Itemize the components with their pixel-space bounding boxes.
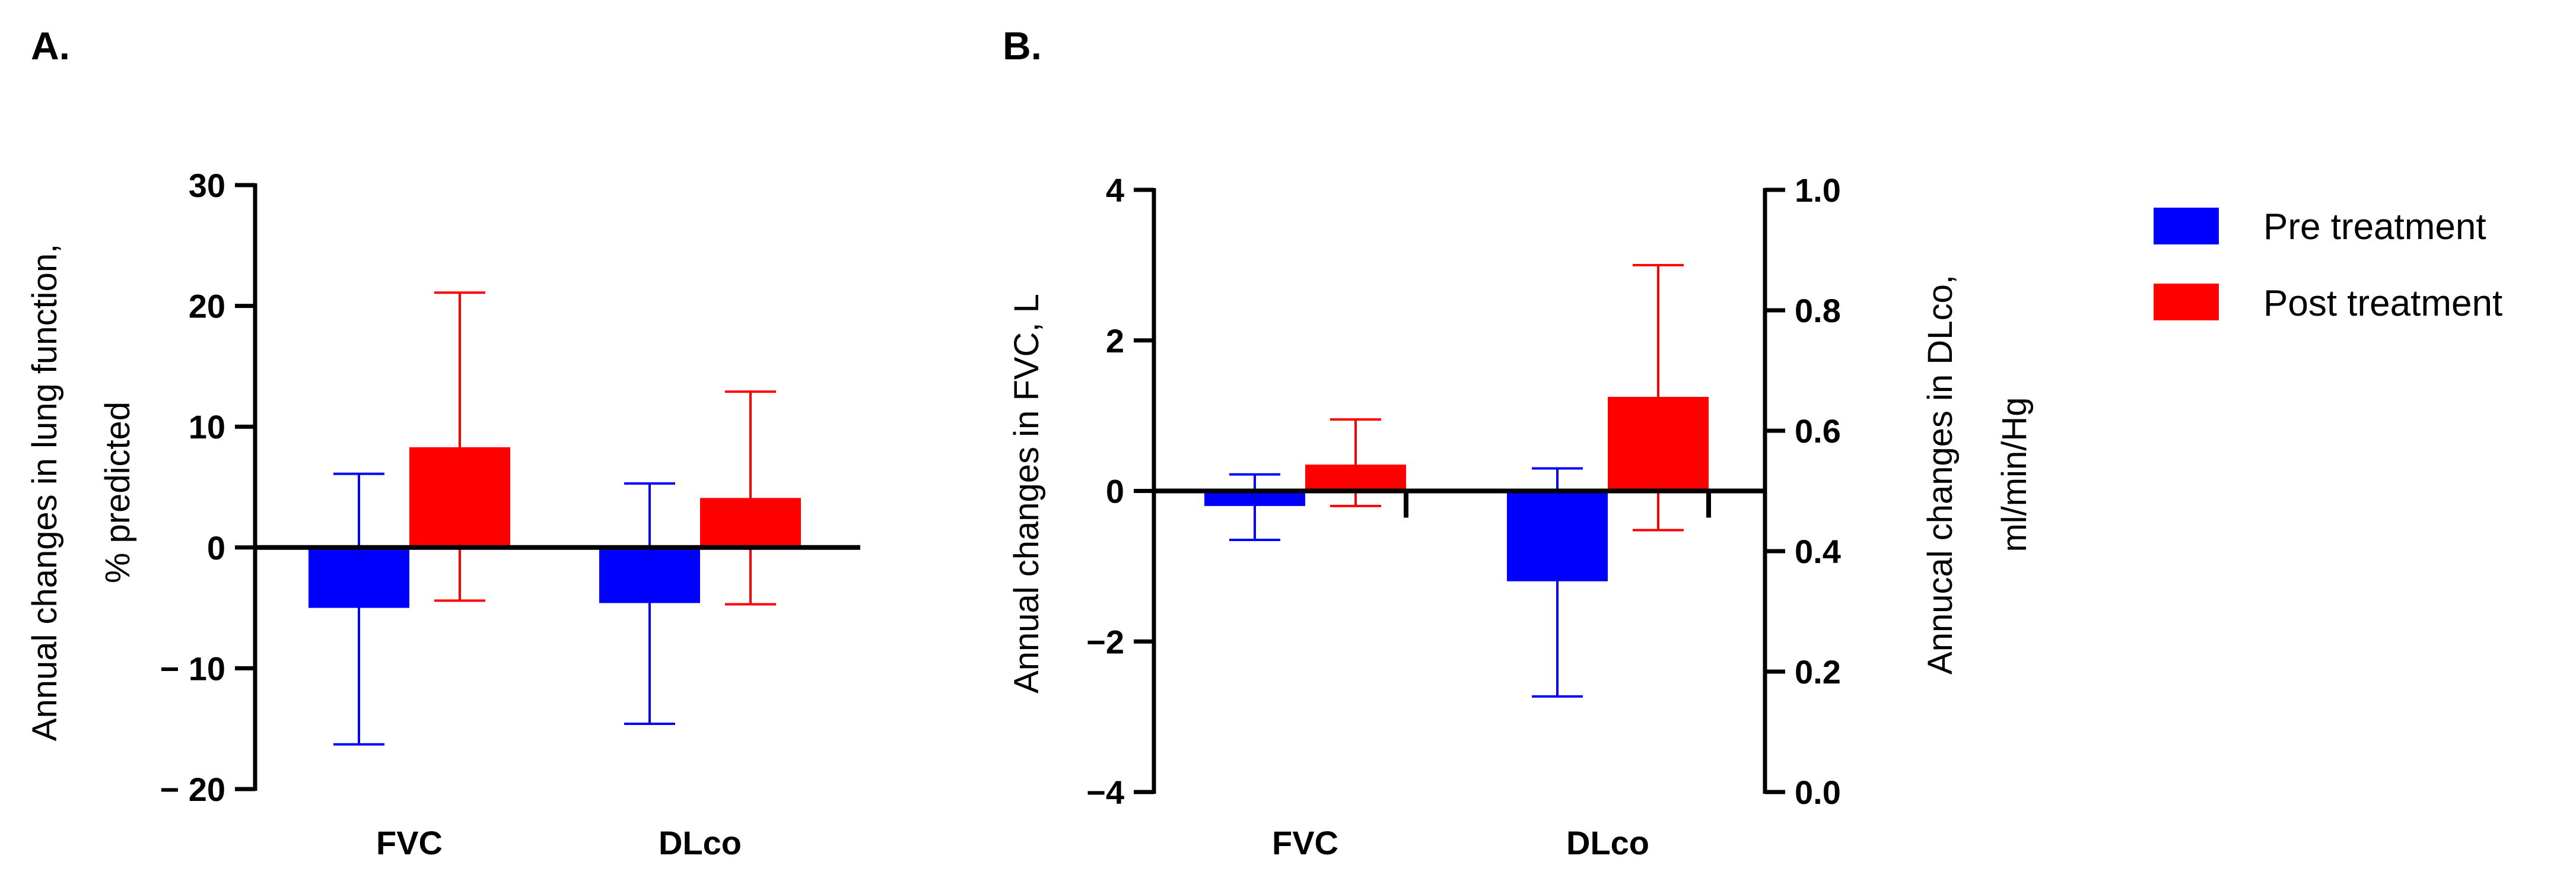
panel-b-ytick-label: −4 xyxy=(1086,774,1124,811)
panel-b-y2tick-label: 0.8 xyxy=(1795,292,1841,329)
panel-b-y2label-line2: ml/min/Hg xyxy=(1995,397,2034,552)
panel-b-errorbar-post-treatment-dlco xyxy=(1633,263,1684,532)
panel-a-errorbar-post-treatment-fvc xyxy=(434,291,485,602)
panel-a-ylabel-line1: Annual changes in lung function, xyxy=(26,244,64,741)
panel-a-ytick-label: 10 xyxy=(189,408,225,446)
panel-b-y2tick-label: 1.0 xyxy=(1795,171,1841,209)
legend: Pre treatment Post treatment xyxy=(2154,206,2502,324)
panel-b-ytick-label: 0 xyxy=(1106,473,1124,510)
panel-a-category-label: FVC xyxy=(376,824,443,861)
panel-b-chart: −4 −2 0 2 4 0.0 0.2 0.4 0.6 0.8 1.0 FVC DLco xyxy=(1086,171,1841,861)
panel-b-label: B. xyxy=(1003,24,1042,68)
panel-a-category-label: DLco xyxy=(659,824,742,861)
panel-a-ytick-label: 20 xyxy=(189,288,225,325)
panel-a-ytick-label: 0 xyxy=(207,529,225,567)
panel-b-errorbar-pre-treatment-dlco xyxy=(1532,467,1583,698)
panel-a-ylabel-line2: % predicted xyxy=(98,402,137,583)
panel-a-errorbar-post-treatment-dlco xyxy=(725,390,776,606)
panel-a-chart: − 20 − 10 0 10 20 30 FVC DLco xyxy=(160,167,860,861)
panel-a-ytick-label: − 10 xyxy=(160,650,225,687)
panel-b-y2tick-label: 0.6 xyxy=(1795,412,1841,450)
panel-b-ytick-label: −2 xyxy=(1086,623,1124,660)
panel-b-errorbar-pre-treatment-fvc xyxy=(1229,473,1280,541)
panel-a-errorbar-pre-treatment-fvc xyxy=(333,472,384,746)
panel-b-ytick-label: 4 xyxy=(1106,171,1124,209)
panel-b-y2tick-label: 0.2 xyxy=(1795,653,1841,691)
panel-a-ytick-label: − 20 xyxy=(160,771,225,808)
panel-b-category-label: DLco xyxy=(1566,824,1649,861)
legend-label-post: Post treatment xyxy=(2263,283,2502,324)
panel-a-errorbar-pre-treatment-dlco xyxy=(624,482,675,726)
panel-a-label: A. xyxy=(31,24,70,68)
panel-b-y2tick-label: 0.4 xyxy=(1795,533,1841,570)
panel-b-y2label-line1: Annucal changes in DLco, xyxy=(1921,275,1960,675)
panel-b-ylabel: Annual changes in FVC, L xyxy=(1007,294,1046,694)
legend-swatch-post xyxy=(2154,284,2219,320)
panel-b-y2tick-label: 0.0 xyxy=(1795,774,1841,811)
legend-swatch-pre xyxy=(2154,208,2219,244)
panel-a-ytick-label: 30 xyxy=(189,167,225,204)
legend-label-pre: Pre treatment xyxy=(2263,206,2486,247)
panel-b-ytick-label: 2 xyxy=(1106,322,1124,360)
panel-b-category-label: FVC xyxy=(1272,824,1338,861)
